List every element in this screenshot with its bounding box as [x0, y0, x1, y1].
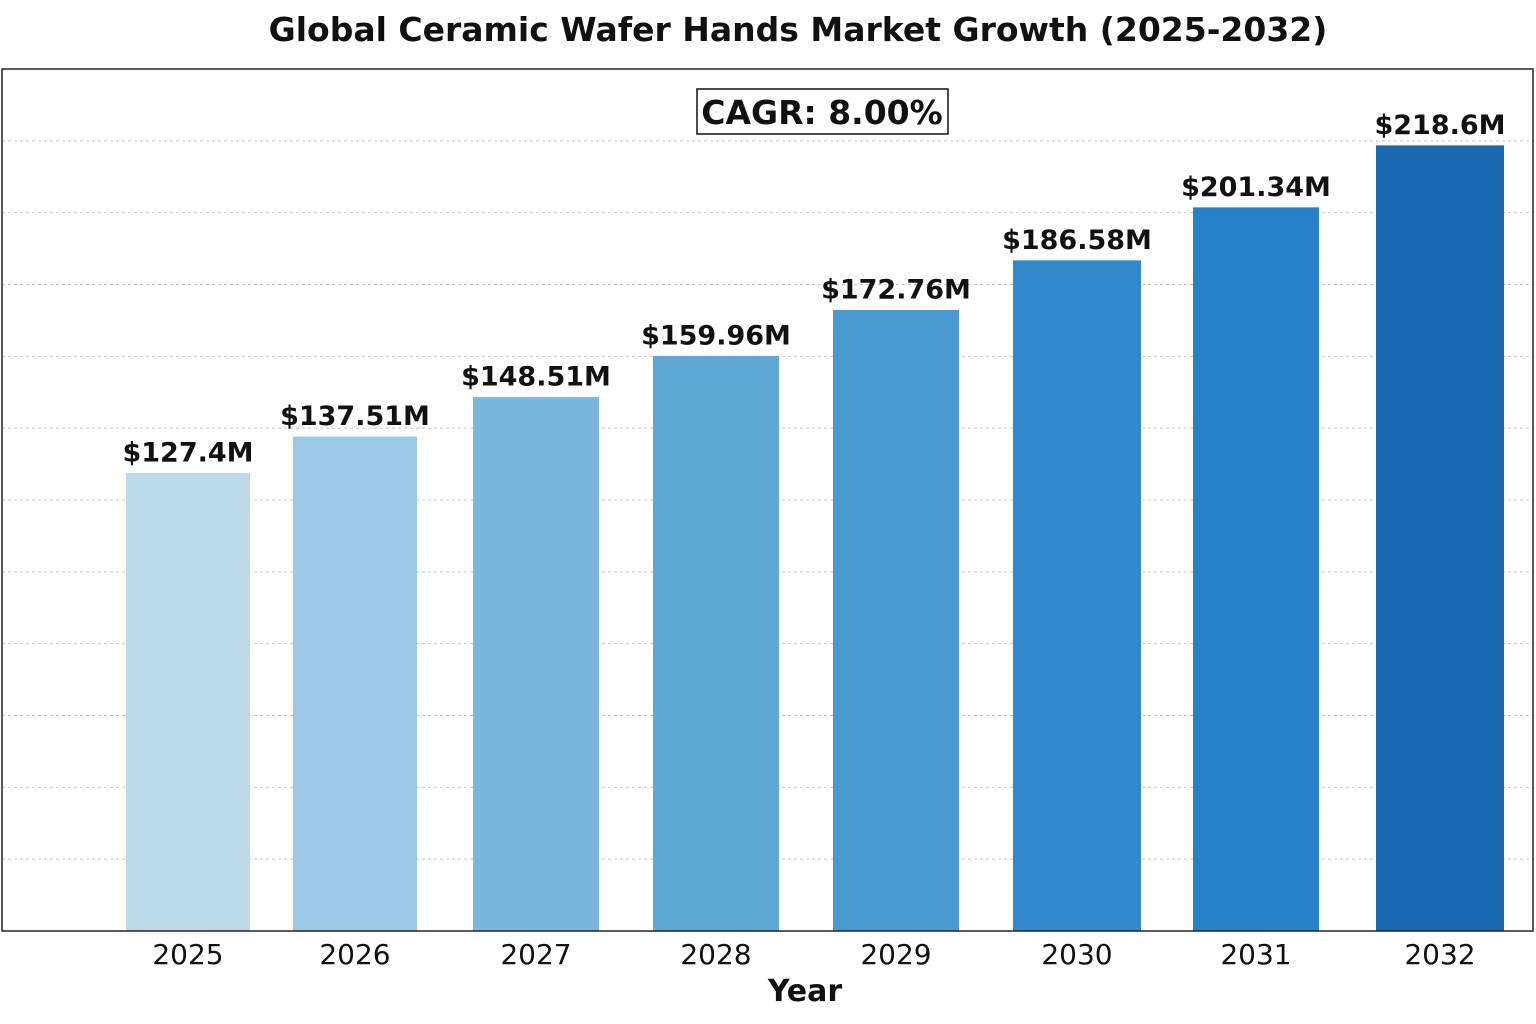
value-label-2026: $137.51M [280, 401, 430, 432]
x-tick-labels: 2025 2026 2027 2028 2029 2030 2031 2032 [152, 938, 1475, 971]
x-tick-2029: 2029 [860, 938, 931, 971]
x-tick-2028: 2028 [680, 938, 751, 971]
bars [126, 145, 1504, 932]
x-tick-2031: 2031 [1220, 938, 1291, 971]
value-label-2031: $201.34M [1181, 172, 1331, 203]
value-label-2029: $172.76M [821, 275, 971, 306]
value-label-2028: $159.96M [641, 320, 791, 351]
bar-2030 [1013, 260, 1141, 932]
value-label-2027: $148.51M [461, 362, 611, 393]
bar-2029 [833, 310, 959, 932]
bar-2026 [293, 436, 417, 932]
cagr-box [696, 88, 949, 135]
bar-2032 [1376, 145, 1504, 932]
bar-2027 [473, 397, 599, 932]
bar-2025 [126, 472, 250, 932]
cagr-text: CAGR: 8.00% [701, 93, 942, 132]
x-tick-2027: 2027 [500, 938, 571, 971]
plot-frame [1, 68, 1534, 932]
x-tick-2025: 2025 [152, 938, 223, 971]
bar-2031 [1193, 207, 1319, 932]
value-label-2032: $218.6M [1374, 110, 1505, 141]
value-labels: $127.4M $137.51M $148.51M $159.96M $172.76M $… [122, 110, 1505, 469]
x-tick-2026: 2026 [319, 938, 390, 971]
cagr-annotation: CAGR: 8.00% [696, 88, 949, 135]
chart-title: Global Ceramic Wafer Hands Market Growth… [269, 10, 1328, 49]
value-label-2030: $186.58M [1002, 225, 1152, 256]
bar-2028 [653, 355, 779, 932]
value-label-2025: $127.4M [122, 437, 253, 468]
x-axis-label: Year [767, 974, 843, 1009]
x-tick-2032: 2032 [1404, 938, 1475, 971]
x-tick-2030: 2030 [1041, 938, 1112, 971]
